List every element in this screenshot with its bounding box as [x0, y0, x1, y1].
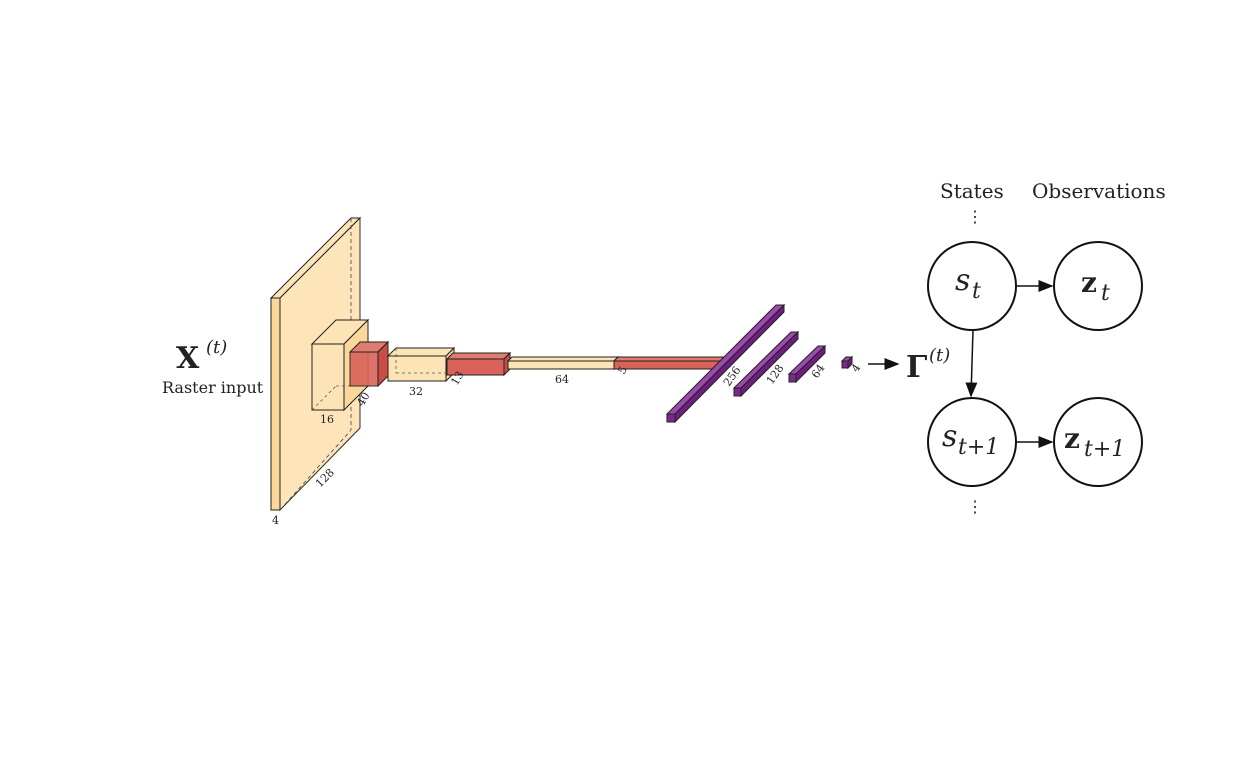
obs-t1-sub: t+1: [1084, 437, 1125, 462]
dots-top: ⋮: [967, 207, 983, 226]
conv2-label: 32: [409, 385, 423, 398]
observation-node-t1: z t+1: [1053, 397, 1143, 487]
input-caption: Raster input: [162, 378, 264, 397]
dots-bottom: ⋮: [967, 497, 983, 516]
conv2-activation-block: [445, 351, 512, 377]
state-node-t: s t: [927, 241, 1017, 331]
output-label: 4: [849, 362, 864, 375]
edge-state-t-to-state-t1: [965, 329, 978, 398]
conv1-side-label: 40: [354, 390, 372, 409]
observations-header: Observations: [1032, 179, 1166, 203]
obs-t-sub: t: [1101, 281, 1110, 306]
fc2-block: [732, 330, 800, 398]
conv1-activation-block: [348, 340, 390, 388]
state-t1-base: s: [942, 419, 957, 454]
conv2-side-label: 13: [448, 369, 466, 388]
states-header: States: [940, 179, 1004, 203]
output-symbol: Γ: [906, 350, 927, 385]
obs-t1-base: z: [1064, 422, 1080, 455]
input-symbol: X: [176, 341, 200, 376]
state-t-base: s: [955, 263, 970, 298]
conv1-label: 16: [320, 413, 334, 426]
conv3-label: 64: [555, 373, 569, 386]
state-t1-sub: t+1: [958, 435, 999, 460]
state-t-sub: t: [972, 279, 981, 304]
output-block: [840, 355, 854, 370]
obs-t-base: z: [1081, 266, 1097, 299]
input-depth-label: 4: [272, 514, 279, 527]
conv3-block: [506, 355, 620, 371]
conv2-block: [386, 346, 456, 383]
observation-node-t: z t: [1053, 241, 1143, 331]
input-superscript: (t): [206, 337, 227, 358]
fc1-block: [665, 303, 786, 424]
conv3-activation-block: [612, 356, 726, 370]
fc3-block: [787, 344, 827, 384]
conv1-block: [310, 318, 370, 412]
output-superscript: (t): [929, 345, 950, 366]
state-node-t1: s t+1: [927, 397, 1017, 487]
